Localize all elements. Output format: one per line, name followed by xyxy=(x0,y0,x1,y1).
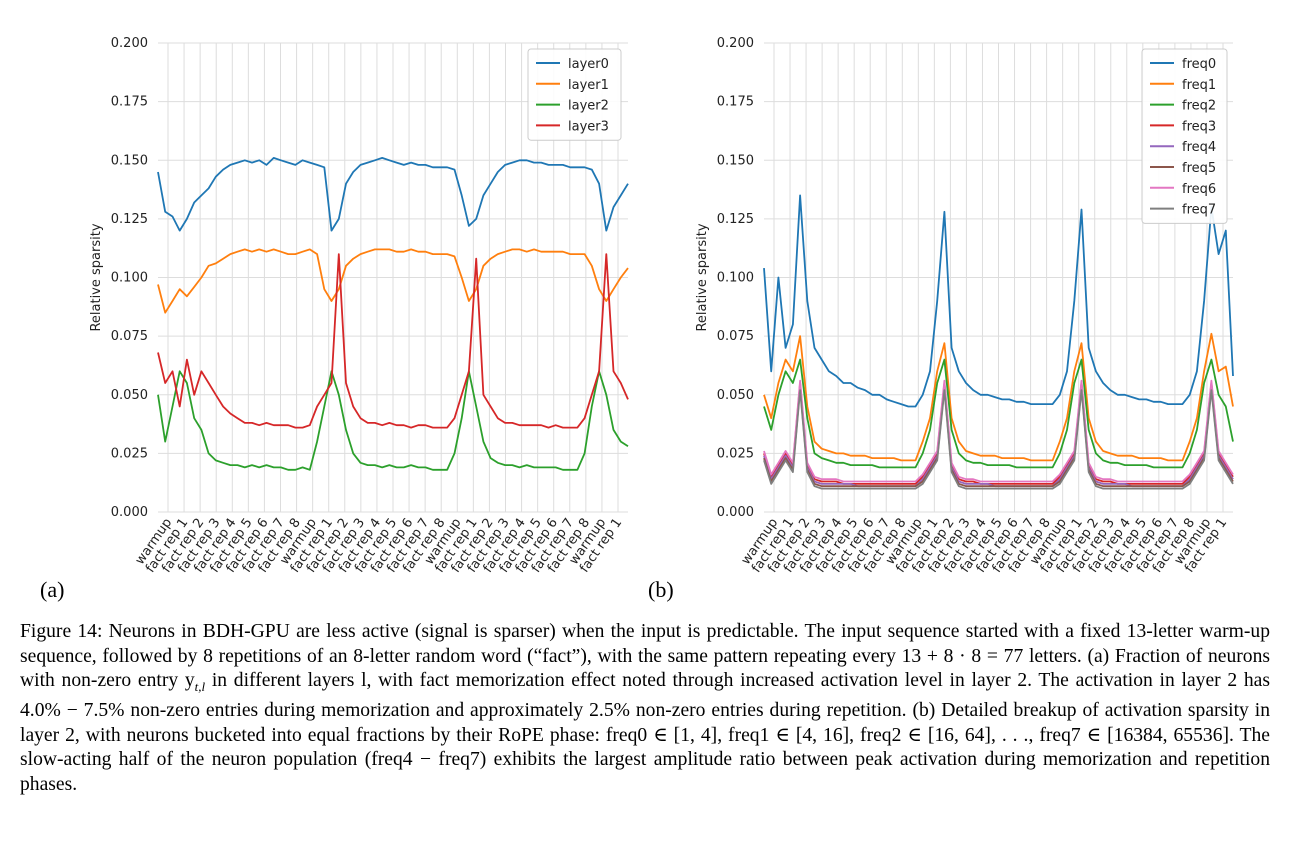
legend-label-layer0: layer0 xyxy=(568,57,609,72)
legend-label-layer2: layer2 xyxy=(568,99,609,114)
y-tick-label: 0.150 xyxy=(111,153,148,168)
y-tick-label: 0.175 xyxy=(111,95,148,110)
legend-label-freq3: freq3 xyxy=(1182,119,1216,134)
y-tick-label: 0.125 xyxy=(717,212,754,227)
series-line-freq0 xyxy=(763,194,1234,408)
y-tick-label: 0.125 xyxy=(111,212,148,227)
caption-part-2: in different layers l, with fact memoriz… xyxy=(20,670,1270,795)
legend-label-freq5: freq5 xyxy=(1182,161,1216,176)
y-tick-label: 0.075 xyxy=(717,329,754,344)
caption-part-1: Figure 14: Neurons in BDH-GPU are less a… xyxy=(20,621,1270,691)
series-line-layer1 xyxy=(157,248,629,314)
legend-label-freq6: freq6 xyxy=(1182,182,1216,197)
y-axis-label: Relative sparsity xyxy=(89,223,104,331)
y-tick-label: 0.050 xyxy=(717,388,754,403)
y-tick-label: 0.000 xyxy=(717,505,754,520)
chart-a: 0.000 0.025 0.050 0.075 0.100 0.125 0.150 0.175… xyxy=(40,36,629,602)
series-line-freq2 xyxy=(763,358,1234,469)
panel-label: (b) xyxy=(648,577,674,602)
series-line-freq7 xyxy=(763,389,1234,490)
series-line-freq5 xyxy=(763,386,1234,488)
y-tick-label: 0.100 xyxy=(717,271,754,286)
y-tick-label: 0.175 xyxy=(717,95,754,110)
chart-b: 0.000 0.025 0.050 0.075 0.100 0.125 0.150 0.175… xyxy=(648,36,1234,602)
legend-label-layer3: layer3 xyxy=(568,119,609,134)
legend-box xyxy=(527,48,622,141)
legend-label-freq1: freq1 xyxy=(1182,78,1216,93)
legend-box xyxy=(1141,48,1228,224)
figure-caption: Figure 14: Neurons in BDH-GPU are less a… xyxy=(20,620,1270,797)
caption-subscript: t,l xyxy=(194,678,206,694)
y-tick-label: 0.100 xyxy=(111,271,148,286)
y-tick-label: 0.000 xyxy=(111,505,148,520)
legend-label-freq0: freq0 xyxy=(1182,57,1216,72)
series-line-layer2 xyxy=(157,370,629,471)
y-tick-label: 0.050 xyxy=(111,388,148,403)
legend-label-freq4: freq4 xyxy=(1182,140,1216,155)
y-tick-label: 0.025 xyxy=(111,446,148,461)
y-tick-label: 0.150 xyxy=(717,153,754,168)
series-line-layer0 xyxy=(157,156,629,232)
figure-canvas: 0.000 0.025 0.050 0.075 0.100 0.125 0.150 0.175… xyxy=(40,36,1234,602)
series-line-layer3 xyxy=(157,253,629,429)
y-tick-label: 0.075 xyxy=(111,329,148,344)
y-axis-label: Relative sparsity xyxy=(695,223,710,331)
legend-label-freq7: freq7 xyxy=(1182,203,1216,218)
legend-label-freq2: freq2 xyxy=(1182,99,1216,114)
y-tick-label: 0.200 xyxy=(717,36,754,51)
y-tick-label: 0.200 xyxy=(111,36,148,51)
legend-label-layer1: layer1 xyxy=(568,78,609,93)
panel-label: (a) xyxy=(40,577,64,602)
series-line-freq6 xyxy=(763,379,1234,483)
series-line-freq1 xyxy=(763,332,1234,462)
y-tick-label: 0.025 xyxy=(717,446,754,461)
